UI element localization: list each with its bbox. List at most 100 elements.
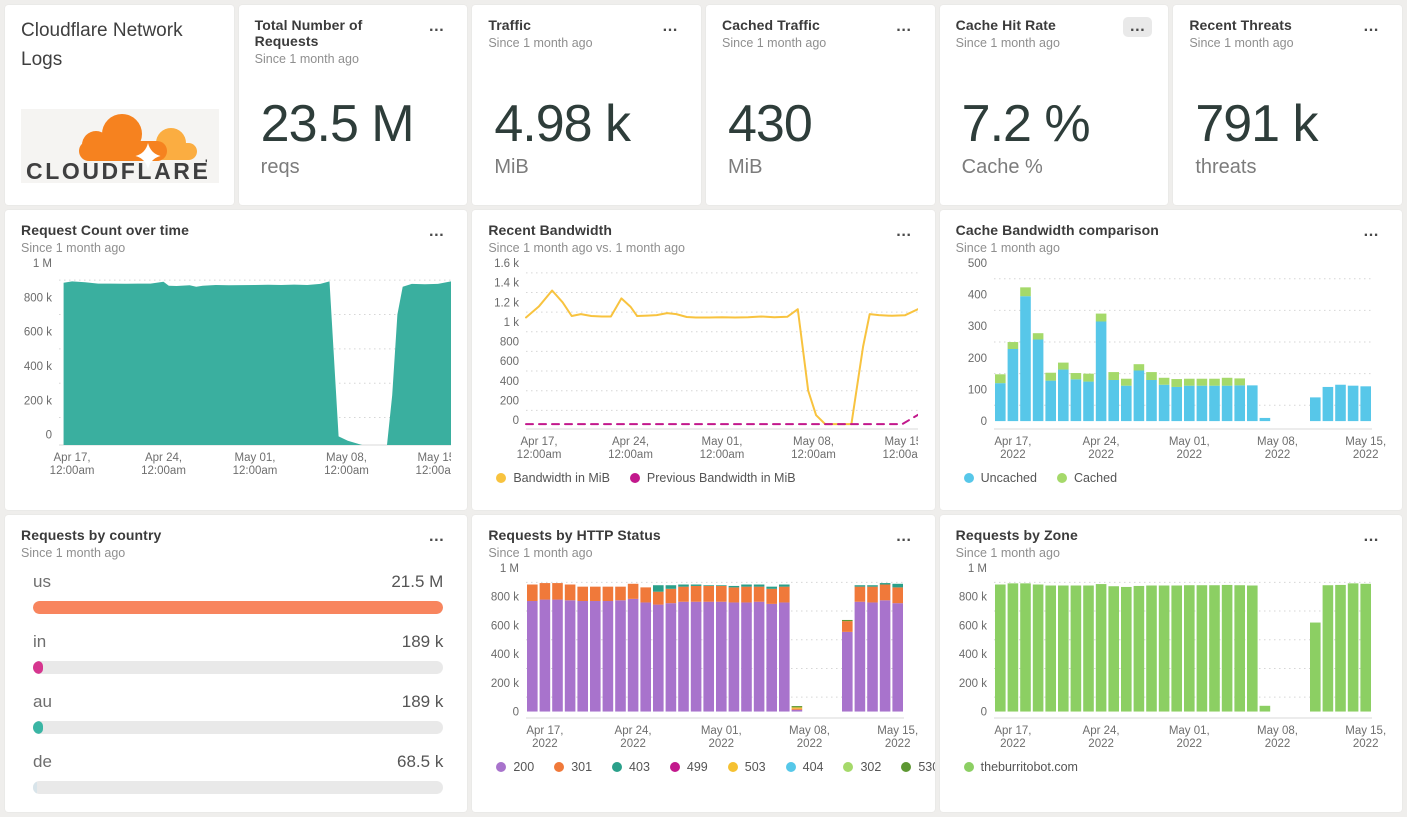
panel-subtitle: Since 1 month ago (488, 546, 593, 560)
legend-label: 200 (513, 760, 535, 774)
stat-unit: Cache % (961, 156, 1043, 178)
svg-text:200 k: 200 k (24, 395, 52, 407)
panel-menu-icon[interactable]: … (422, 17, 451, 37)
legend-label: Cached (1073, 471, 1118, 485)
stat-card-cached-traffic: Cached Traffic Since 1 month ago … 430 M… (706, 5, 935, 205)
country-row-us: us 21.5 M (33, 572, 444, 614)
panel-subtitle: Since 1 month ago (21, 546, 126, 560)
panel-subtitle: Since 1 month ago (722, 36, 827, 50)
panel-subtitle: Since 1 month ago (955, 36, 1060, 50)
svg-text:May 15,: May 15, (417, 452, 451, 464)
country-row-au: au 189 k (33, 692, 444, 734)
legend-item-cached: Cached (1056, 471, 1118, 485)
country-bar-list: us 21.5 M in 189 k au 189 k de 68.5 k (21, 572, 451, 812)
panel-title: Recent Threats (1189, 17, 1292, 33)
svg-text:2022: 2022 (797, 738, 823, 750)
panel-title: Cache Bandwidth comparison (955, 222, 1159, 238)
request-count-area-chart: 1 M 800 k 600 k 400 k 200 k 0 Apr 17, 12:00am Ap… (21, 255, 460, 483)
legend-item-302: 302 (843, 760, 881, 774)
panel-menu-icon[interactable]: … (1357, 17, 1386, 37)
cloudflare-wordmark: CLOUDFLARE (26, 158, 210, 183)
panel-title: Requests by Zone (955, 527, 1078, 543)
country-bar-fill (33, 661, 43, 674)
legend-item-404: 404 (785, 760, 823, 774)
legend-item-bandwidth-in-mib: Bandwidth in MiB (496, 471, 610, 485)
svg-text:May 15,: May 15, (885, 436, 919, 448)
svg-text:Apr 24,: Apr 24, (1082, 436, 1119, 448)
legend-label: 301 (571, 760, 593, 774)
stat-card-total-requests: Total Number of Requests Since 1 month a… (238, 5, 468, 205)
svg-text:May 08,: May 08, (789, 725, 830, 737)
country-bar-fill (33, 601, 444, 614)
svg-text:1 M: 1 M (967, 563, 986, 575)
legend-label: Uncached (980, 471, 1037, 485)
svg-text:May 08,: May 08, (1257, 436, 1298, 448)
legend-dot-icon (963, 473, 974, 483)
legend-label: Bandwidth in MiB (513, 471, 610, 485)
panel-menu-icon[interactable]: … (1123, 17, 1153, 37)
panel-menu-icon[interactable]: … (890, 17, 919, 37)
panel-subtitle: Since 1 month ago (1189, 36, 1294, 50)
panel-menu-icon[interactable]: … (422, 527, 451, 547)
panel-requests-by-http-status: Requests by HTTP Status Since 1 month ag… (472, 515, 935, 812)
svg-text:600 k: 600 k (959, 620, 987, 632)
svg-text:May 08,: May 08, (326, 452, 367, 464)
panel-menu-icon[interactable]: … (890, 222, 919, 242)
svg-text:200 k: 200 k (959, 678, 987, 690)
svg-text:800 k: 800 k (24, 292, 52, 304)
svg-text:0: 0 (513, 415, 519, 427)
stat-value: 23.5 M (260, 95, 415, 154)
svg-text:400 k: 400 k (491, 649, 519, 661)
legend-dot-icon (727, 762, 738, 772)
svg-text:800 k: 800 k (491, 592, 519, 604)
panel-title: Recent Bandwidth (488, 222, 613, 238)
svg-text:1.4 k: 1.4 k (494, 278, 519, 290)
svg-text:1.2 k: 1.2 k (494, 297, 519, 309)
svg-text:12:00am: 12:00am (324, 465, 369, 477)
svg-text:12:00am: 12:00am (791, 449, 836, 461)
panel-menu-icon[interactable]: … (656, 17, 685, 37)
svg-text:800 k: 800 k (959, 592, 987, 604)
panel-subtitle: Since 1 month ago (955, 241, 1060, 255)
svg-text:May 15,: May 15, (1345, 436, 1386, 448)
svg-text:1.6 k: 1.6 k (494, 258, 519, 270)
legend-item-530: 530 (901, 760, 935, 774)
panel-menu-icon[interactable]: … (422, 222, 451, 242)
svg-text:2022: 2022 (1353, 449, 1379, 461)
svg-text:2022: 2022 (1000, 449, 1026, 461)
svg-text:200: 200 (500, 396, 519, 408)
legend-dot-icon (554, 762, 565, 772)
svg-text:400 k: 400 k (24, 361, 52, 373)
panel-title: Request Count over time (21, 222, 189, 238)
svg-text:May 01,: May 01, (701, 725, 742, 737)
svg-text:Apr 17,: Apr 17, (527, 725, 564, 737)
panel-menu-icon[interactable]: … (1357, 222, 1386, 242)
stat-card-recent-threats: Recent Threats Since 1 month ago … 791 k… (1173, 5, 1402, 205)
panel-requests-by-country: Requests by country Since 1 month ago … … (5, 515, 468, 812)
svg-text:2022: 2022 (1088, 738, 1114, 750)
svg-text:800: 800 (500, 337, 519, 349)
country-row-de: de 68.5 k (33, 752, 444, 794)
svg-text:2022: 2022 (1353, 738, 1379, 750)
dashboard-title: Cloudflare Network Logs (21, 20, 183, 70)
panel-menu-icon[interactable]: … (1357, 527, 1386, 547)
svg-text:0: 0 (513, 707, 519, 719)
chart-legend: theburritobot.com (963, 760, 1386, 774)
legend-dot-icon (901, 762, 912, 772)
chart-legend: 200301403499503404302530526524 (496, 760, 935, 774)
cloudflare-logo: CLOUDFLARE ' (21, 109, 219, 184)
country-value: 68.5 k (397, 752, 444, 771)
stat-card-cache-hit-rate: Cache Hit Rate Since 1 month ago … 7.2 %… (939, 5, 1169, 205)
svg-text:2022: 2022 (885, 738, 911, 750)
legend-dot-icon (496, 473, 507, 483)
svg-text:Apr 17,: Apr 17, (994, 725, 1031, 737)
country-value: 189 k (401, 692, 444, 711)
country-row-in: in 189 k (33, 632, 444, 674)
svg-text:May 15,: May 15, (1345, 725, 1386, 737)
stat-value: 7.2 % (961, 95, 1091, 154)
panel-menu-icon[interactable]: … (890, 527, 919, 547)
panel-title: Traffic (488, 17, 532, 33)
stat-unit: threats (1195, 156, 1257, 178)
svg-text:May 08,: May 08, (1257, 725, 1298, 737)
